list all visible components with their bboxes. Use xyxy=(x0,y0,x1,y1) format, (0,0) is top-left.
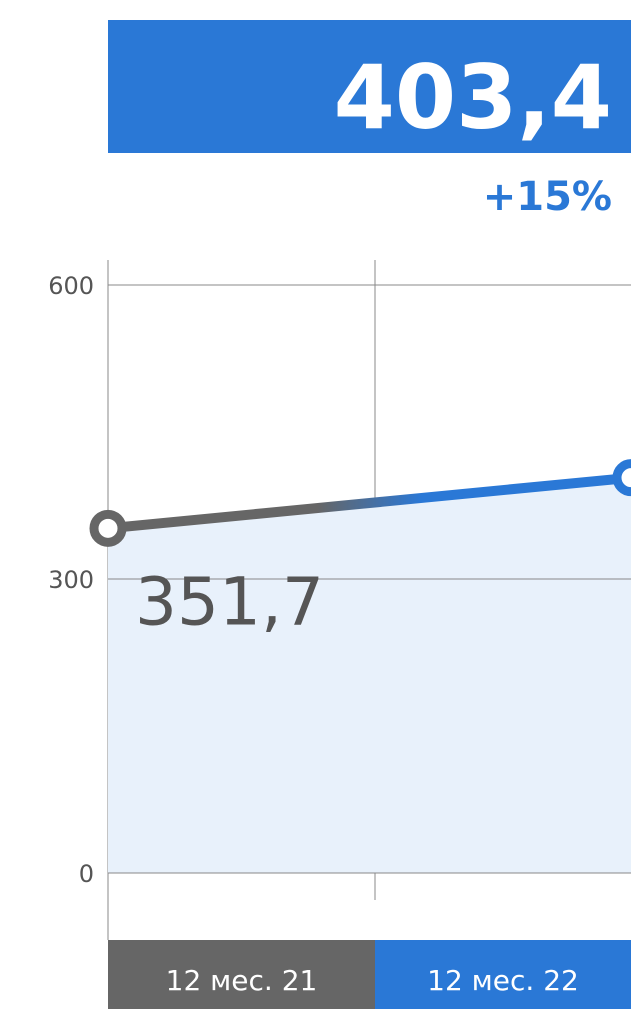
y-tick-label: 600 xyxy=(48,272,94,300)
point xyxy=(89,509,127,547)
y-tick-label: 300 xyxy=(48,566,94,594)
point xyxy=(612,459,631,497)
category-box xyxy=(375,940,631,1009)
value-label: 351,7 xyxy=(135,563,324,640)
headline-value: 403,4 xyxy=(334,46,612,149)
x-tick-label: 12 мес. 22 xyxy=(427,964,579,997)
category-box xyxy=(108,940,375,1009)
x-tick-label: 12 мес. 21 xyxy=(166,964,318,997)
y-tick-label: 0 xyxy=(79,860,94,888)
headline-box xyxy=(108,20,631,153)
annotation: +15% xyxy=(483,174,612,220)
area xyxy=(108,477,631,873)
line xyxy=(107,472,631,534)
